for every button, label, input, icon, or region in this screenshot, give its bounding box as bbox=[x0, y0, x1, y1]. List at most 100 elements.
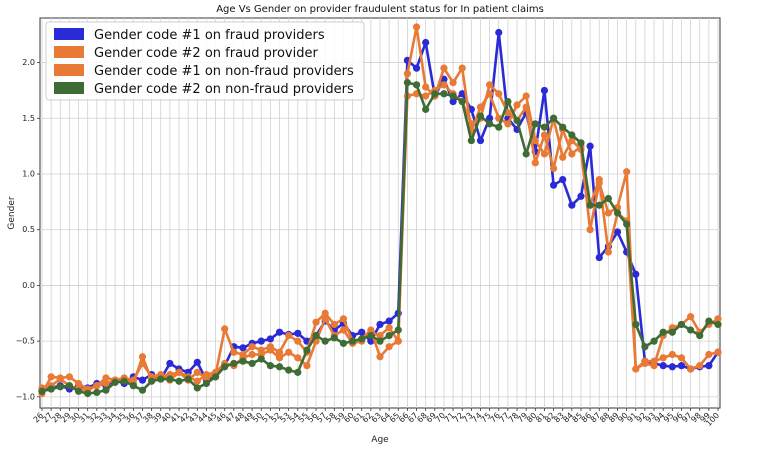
data-point bbox=[193, 377, 201, 385]
data-point bbox=[613, 209, 622, 217]
data-point bbox=[394, 337, 402, 345]
data-point bbox=[294, 354, 302, 362]
y-axis-label: Gender bbox=[7, 196, 17, 229]
data-point bbox=[422, 105, 430, 113]
data-point bbox=[623, 220, 631, 228]
legend-swatch-1 bbox=[54, 46, 84, 58]
data-point bbox=[412, 23, 421, 31]
data-point bbox=[330, 334, 338, 342]
y-tick-label: 0.5 bbox=[22, 225, 35, 234]
data-point bbox=[677, 320, 686, 329]
data-point bbox=[422, 38, 430, 47]
data-point bbox=[339, 339, 348, 347]
data-point bbox=[394, 326, 402, 334]
data-point bbox=[686, 313, 695, 321]
data-point bbox=[202, 370, 211, 379]
data-point bbox=[321, 337, 329, 345]
data-point bbox=[623, 168, 631, 176]
data-point bbox=[120, 377, 128, 385]
data-point bbox=[403, 70, 412, 78]
data-point bbox=[339, 315, 348, 323]
data-point bbox=[559, 175, 567, 184]
data-point bbox=[275, 363, 284, 371]
data-point bbox=[531, 159, 539, 167]
data-point bbox=[449, 97, 457, 106]
legend-swatch-2 bbox=[54, 64, 84, 76]
data-point bbox=[559, 123, 567, 131]
data-point bbox=[549, 164, 558, 173]
data-point bbox=[677, 362, 686, 370]
y-tick-label: 1.5 bbox=[22, 114, 35, 123]
data-point bbox=[403, 79, 412, 87]
data-point bbox=[540, 131, 549, 139]
data-point bbox=[659, 328, 667, 336]
data-point bbox=[696, 331, 704, 340]
data-point bbox=[376, 353, 384, 361]
data-point bbox=[56, 375, 64, 383]
data-point bbox=[266, 362, 274, 370]
x-axis-ticks: 2627282930313233343536373839404142434445… bbox=[32, 408, 721, 428]
data-point bbox=[586, 142, 594, 150]
data-point bbox=[148, 377, 156, 385]
data-point bbox=[285, 348, 293, 356]
data-point bbox=[339, 326, 348, 334]
data-point bbox=[175, 377, 183, 385]
data-point bbox=[275, 348, 284, 356]
data-point bbox=[467, 136, 475, 145]
data-point bbox=[568, 131, 576, 139]
y-tick-label: −1.0 bbox=[16, 392, 35, 401]
legend-label-3: Gender code #2 on non-fraud providers bbox=[94, 82, 354, 97]
data-point bbox=[458, 64, 466, 72]
data-point bbox=[632, 320, 640, 329]
data-point bbox=[376, 337, 384, 345]
data-point bbox=[266, 335, 274, 343]
data-point bbox=[522, 92, 530, 100]
data-point bbox=[705, 317, 713, 325]
data-point bbox=[385, 324, 393, 332]
data-point bbox=[166, 359, 174, 368]
data-point bbox=[540, 86, 549, 95]
data-point bbox=[641, 343, 649, 351]
data-point bbox=[486, 120, 494, 128]
data-point bbox=[138, 359, 147, 368]
data-point bbox=[495, 90, 503, 98]
data-point bbox=[47, 385, 55, 393]
data-point bbox=[138, 376, 147, 384]
data-point bbox=[358, 335, 366, 343]
data-point bbox=[604, 209, 612, 217]
data-point bbox=[705, 350, 713, 359]
data-point bbox=[211, 373, 220, 381]
data-point bbox=[367, 331, 375, 340]
data-point bbox=[513, 101, 521, 109]
data-point bbox=[385, 331, 393, 340]
data-point bbox=[38, 387, 46, 395]
data-point bbox=[84, 389, 92, 398]
data-point bbox=[659, 354, 667, 362]
data-point bbox=[486, 114, 494, 122]
y-tick-label: 1.0 bbox=[22, 170, 35, 179]
data-point bbox=[696, 362, 704, 370]
data-point bbox=[686, 326, 695, 334]
data-point bbox=[65, 373, 74, 381]
data-point bbox=[193, 368, 201, 376]
data-point bbox=[93, 382, 101, 390]
legend-swatch-3 bbox=[54, 82, 84, 94]
data-point bbox=[221, 363, 229, 371]
legend-swatch-0 bbox=[54, 28, 84, 40]
data-point bbox=[138, 386, 147, 394]
data-point bbox=[202, 379, 211, 388]
data-point bbox=[330, 320, 338, 329]
data-point bbox=[467, 120, 475, 128]
data-point bbox=[422, 92, 430, 100]
data-point bbox=[65, 382, 74, 390]
data-point bbox=[312, 318, 320, 326]
data-point bbox=[549, 181, 558, 189]
series-group bbox=[38, 23, 722, 398]
data-point bbox=[449, 92, 457, 100]
data-point bbox=[659, 362, 667, 370]
data-point bbox=[595, 201, 603, 209]
data-point bbox=[275, 328, 284, 336]
data-point bbox=[595, 253, 603, 262]
data-point bbox=[221, 325, 229, 333]
chart-title: Age Vs Gender on provider fraudulent sta… bbox=[216, 4, 544, 15]
